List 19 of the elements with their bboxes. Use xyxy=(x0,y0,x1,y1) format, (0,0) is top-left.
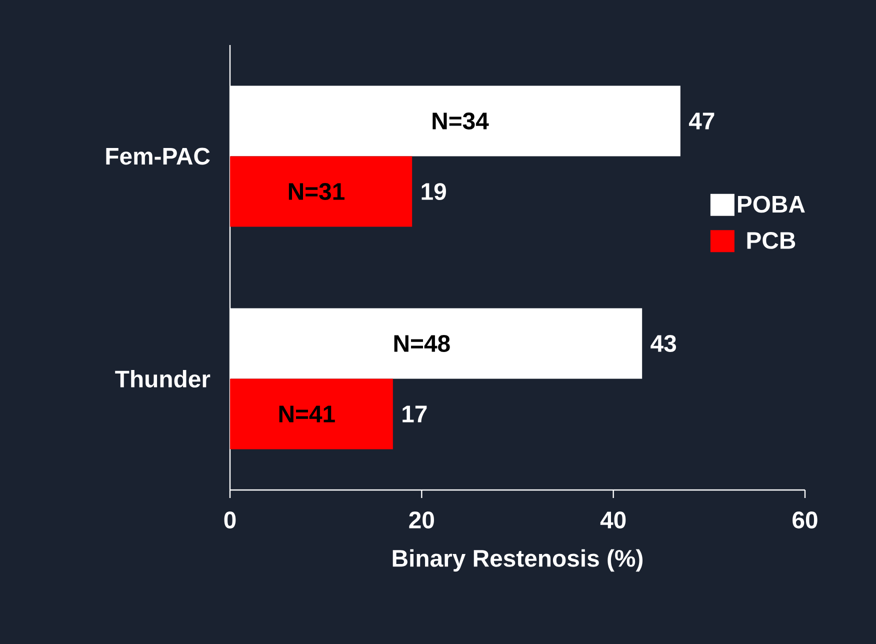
legend-label: PCB xyxy=(747,232,796,249)
legend-label: POBA xyxy=(738,196,805,213)
data-label: 43 xyxy=(650,335,676,352)
data-label: 19 xyxy=(422,183,446,200)
y-tick-label: Thunder xyxy=(115,370,210,388)
x-tick-label: 60 xyxy=(792,512,818,528)
data-label: 17 xyxy=(402,406,427,422)
annotation: N=48 xyxy=(394,335,450,352)
annotation: N=31 xyxy=(288,183,344,200)
x-tick-label: 40 xyxy=(600,512,626,528)
annotation: N=34 xyxy=(432,112,489,130)
x-tick-label: 0 xyxy=(224,512,236,528)
data-label: 47 xyxy=(688,112,714,130)
bar xyxy=(230,378,393,450)
annotation: N=41 xyxy=(279,406,335,422)
x-tick-label: 20 xyxy=(409,512,434,528)
y-tick-label: Fem-PAC xyxy=(106,148,210,165)
x-axis-title: Binary Restenosis (%) xyxy=(392,549,642,572)
bar xyxy=(230,156,412,227)
